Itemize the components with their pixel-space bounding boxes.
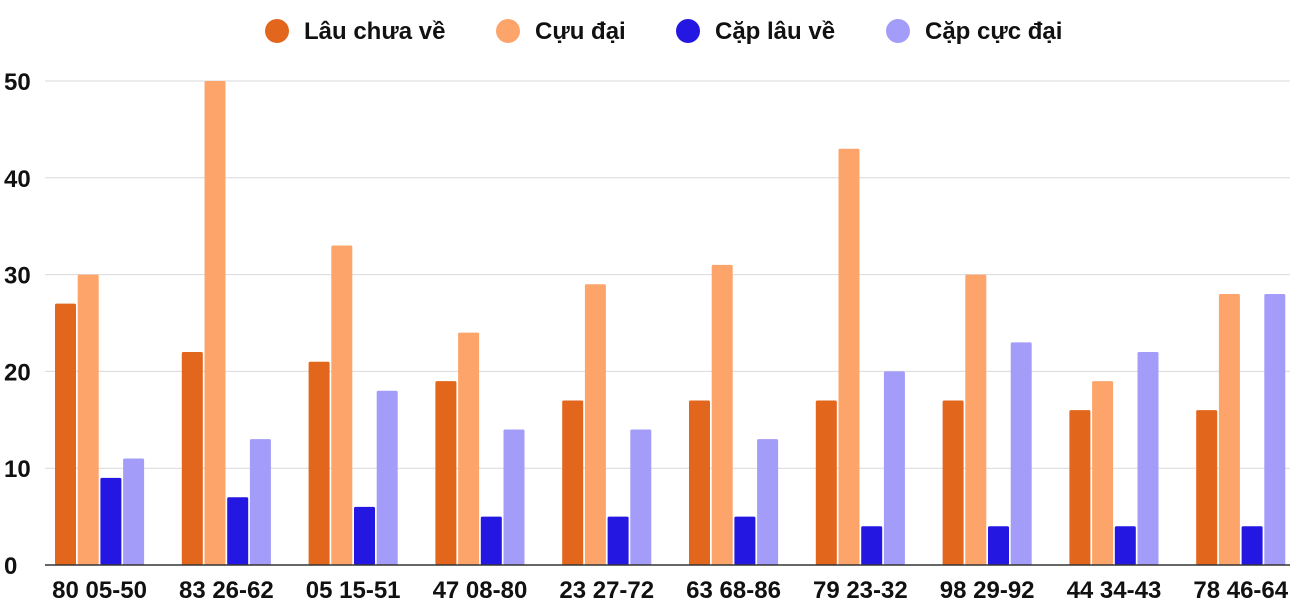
bar-4-7 (883, 371, 905, 565)
x-tick-label-9: 44 34-43 (1067, 577, 1162, 600)
legend-swatch-1 (265, 19, 289, 43)
bar-4-9 (1137, 352, 1159, 565)
bar-2-7 (838, 148, 860, 565)
bar-3-1 (100, 477, 122, 565)
legend-label-2: Cựu đại (535, 18, 626, 45)
bar-2-9 (1092, 381, 1114, 565)
bar-1-1 (55, 303, 76, 565)
bar-2-8 (965, 274, 987, 565)
legend-label-4: Cặp cực đại (925, 18, 1062, 45)
bar-1-5 (562, 400, 584, 565)
bar-3-7 (861, 526, 883, 565)
x-tick-label-6: 63 68-86 (686, 577, 781, 600)
bars (55, 81, 1286, 565)
bar-4-1 (123, 458, 145, 565)
y-tick-label-50: 50 (4, 69, 31, 96)
bar-1-10 (1196, 410, 1218, 565)
bar-3-8 (988, 526, 1009, 565)
x-tick-label-1: 80 05-50 (52, 577, 147, 600)
legend: Lâu chưa về Cựu đại Cặp lâu về Cặp cực đại (265, 18, 1062, 45)
bar-4-4 (503, 429, 525, 565)
legend-swatch-2 (496, 19, 520, 43)
legend-swatch-3 (676, 19, 700, 43)
bar-4-6 (757, 439, 779, 565)
bar-1-2 (181, 352, 203, 565)
legend-label-1: Lâu chưa về (304, 18, 445, 45)
y-tick-label-10: 10 (4, 456, 31, 483)
bar-2-6 (711, 264, 733, 565)
bar-1-3 (308, 361, 330, 565)
legend-swatch-4 (886, 19, 910, 43)
bar-2-4 (458, 332, 480, 565)
bar-3-10 (1241, 526, 1263, 565)
bar-3-5 (607, 516, 629, 565)
bar-3-2 (227, 497, 249, 565)
bar-4-5 (630, 429, 652, 565)
y-tick-label-20: 20 (4, 359, 31, 386)
x-tick-label-4: 47 08-80 (433, 577, 528, 600)
x-axis-labels: 80 05-50 83 26-62 05 15-51 47 08-80 23 27-72… (52, 577, 1289, 600)
x-tick-label-10: 78 46-64 (1193, 577, 1288, 600)
bar-3-4 (480, 516, 502, 565)
bar-2-2 (204, 81, 226, 565)
y-tick-label-0: 0 (4, 553, 17, 580)
x-tick-label-5: 23 27-72 (559, 577, 654, 600)
bar-1-4 (435, 381, 457, 565)
bar-2-1 (77, 274, 99, 565)
bar-1-7 (815, 400, 837, 565)
bar-2-5 (584, 284, 606, 565)
legend-label-3: Cặp lâu về (715, 18, 835, 45)
bar-2-10 (1218, 293, 1240, 565)
x-tick-label-8: 98 29-92 (940, 577, 1035, 600)
bar-4-8 (1010, 342, 1032, 565)
bar-3-6 (734, 516, 756, 565)
bar-4-2 (249, 439, 271, 565)
bar-3-9 (1114, 526, 1136, 565)
bar-1-9 (1069, 410, 1091, 565)
y-axis-ticks: 0 10 20 30 40 50 (4, 69, 31, 580)
x-tick-label-2: 83 26-62 (179, 577, 274, 600)
bar-3-3 (354, 506, 375, 565)
y-tick-label-40: 40 (4, 166, 31, 193)
bar-4-10 (1264, 293, 1286, 565)
y-tick-label-30: 30 (4, 263, 31, 290)
bar-1-6 (689, 400, 710, 565)
bar-2-3 (331, 245, 353, 565)
bar-4-3 (376, 390, 398, 565)
x-tick-label-7: 79 23-32 (813, 577, 908, 600)
bar-1-8 (942, 400, 964, 565)
x-tick-label-3: 05 15-51 (306, 577, 401, 600)
